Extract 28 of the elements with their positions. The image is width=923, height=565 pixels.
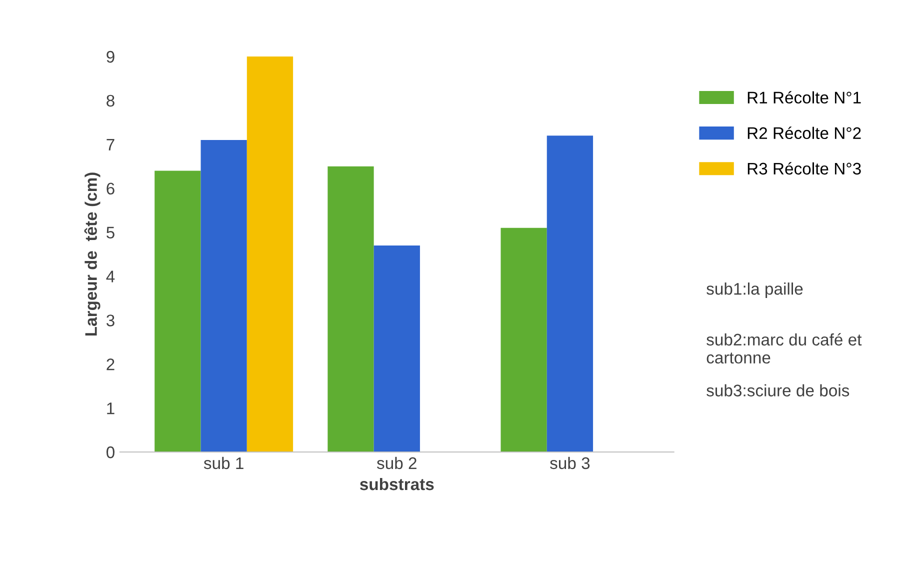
x-tick-label: sub 2	[376, 456, 416, 470]
legend-label: R1 Récolte N°1	[748, 91, 861, 104]
bar	[500, 228, 547, 452]
y-tick-label: 9	[106, 50, 114, 63]
y-tick-label: 7	[106, 138, 114, 150]
bar	[154, 170, 201, 452]
legend-label: R3 Récolte N°3	[748, 162, 861, 175]
text: sub3:sciure de bois	[706, 384, 850, 396]
x-tick-label: sub 3	[550, 456, 590, 470]
bar	[328, 166, 374, 452]
bar	[246, 56, 294, 452]
text: sub2:marc du café et cartonne	[706, 333, 862, 364]
bar	[200, 140, 247, 452]
y-tick-label: 3	[106, 314, 114, 326]
text: sub1:la paille	[706, 282, 803, 298]
bar	[374, 245, 420, 452]
y-tick-label: 8	[106, 94, 114, 107]
y-tick-label: 4	[106, 270, 115, 282]
y-tick-label: 5	[106, 226, 114, 238]
y-tick-label: 0	[106, 446, 114, 458]
y-tick-label: 2	[106, 358, 114, 370]
x-tick-label: sub 1	[204, 456, 244, 470]
x-axis-title: substrats	[360, 478, 434, 490]
bar	[546, 136, 594, 452]
y-axis-title: Largeur de tête (cm)	[84, 172, 100, 336]
y-tick-label: 1	[107, 402, 114, 414]
legend-label: R2 Récolte N°2	[748, 126, 861, 140]
y-tick-label: 6	[106, 182, 114, 195]
